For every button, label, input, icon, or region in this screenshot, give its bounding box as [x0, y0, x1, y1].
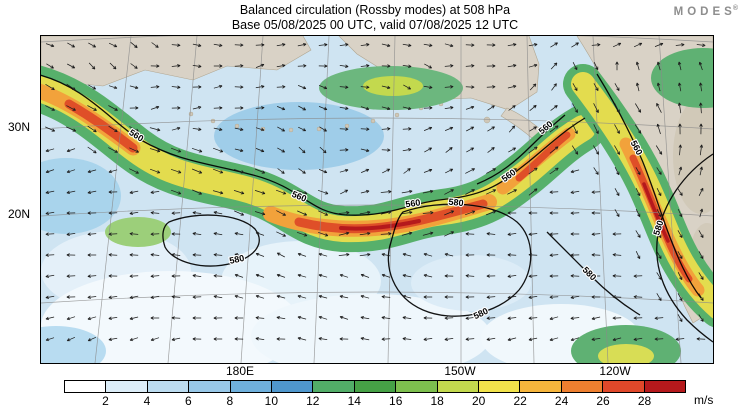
colorbar-tick-label: 16 [389, 394, 403, 408]
colorbar-tick-label: 26 [596, 394, 610, 408]
colorbar-segment [395, 381, 437, 392]
colorbar-tick-label: 8 [226, 394, 234, 408]
contour-label: 560 [405, 197, 421, 209]
lon-label: 120W [599, 364, 631, 378]
wind-speed-shading [41, 48, 713, 363]
chart-subtitle: Base 05/08/2025 00 UTC, valid 07/08/2025… [231, 18, 519, 32]
colorbar-tick-label: 6 [185, 394, 192, 408]
colorbar-tick-label: 22 [513, 394, 527, 408]
colorbar-segment [519, 381, 561, 392]
lat-label: 20N [8, 207, 31, 221]
colorbar-tick-label: 12 [306, 394, 320, 408]
colorbar-tick-label: 24 [554, 394, 569, 408]
colorbar-unit: m/s [694, 393, 714, 407]
graticule [41, 36, 713, 363]
colorbar-segment [271, 381, 313, 392]
colorbar: 2 4 6 8 10 12 14 16 18 20 22 24 26 28 m/s [64, 380, 713, 408]
colorbar-tick-label: 14 [347, 394, 361, 408]
colorbar-tick-label: 10 [264, 394, 278, 408]
colorbar-tick-label: 20 [471, 394, 486, 408]
colorbar-segment [65, 381, 106, 392]
colorbar-tick-label: 2 [102, 394, 109, 408]
colorbar-segment [105, 381, 147, 392]
colorbar-tick-label: 28 [637, 394, 652, 408]
lon-label: 150W [444, 364, 476, 378]
colorbar-tick-label: 4 [143, 394, 151, 408]
chart-title: Balanced circulation (Rossby modes) at 5… [239, 3, 511, 17]
colorbar-segment [643, 381, 686, 392]
chart-header: Balanced circulation (Rossby modes) at 5… [0, 3, 750, 33]
colorbar-segment [478, 381, 520, 392]
colorbar-segment [229, 381, 272, 392]
wind-arrows [45, 42, 706, 342]
lat-label: 30N [8, 120, 31, 134]
registered-mark: ® [732, 5, 738, 12]
lon-label: 180E [225, 364, 255, 378]
colorbar-tick-label: 18 [430, 394, 444, 408]
colorbar-segment [353, 381, 396, 392]
colorbar-segment [560, 381, 603, 392]
colorbar-segment [146, 381, 189, 392]
colorbar-segment [602, 381, 644, 392]
colorbar-segment [312, 381, 354, 392]
contour-label: 580 [448, 197, 464, 209]
modes-logo: MODES® [674, 5, 738, 18]
colorbar-segment [436, 381, 479, 392]
modes-logo-text: MODES [673, 5, 736, 18]
map-plot: 560 560 560 560 560 560 580 580 580 580 580 [40, 35, 714, 364]
wind-vector-layer [45, 42, 706, 342]
contour-label: 580 [228, 253, 245, 266]
colorbar-segment [188, 381, 230, 392]
colorbar-swatches [64, 380, 686, 393]
